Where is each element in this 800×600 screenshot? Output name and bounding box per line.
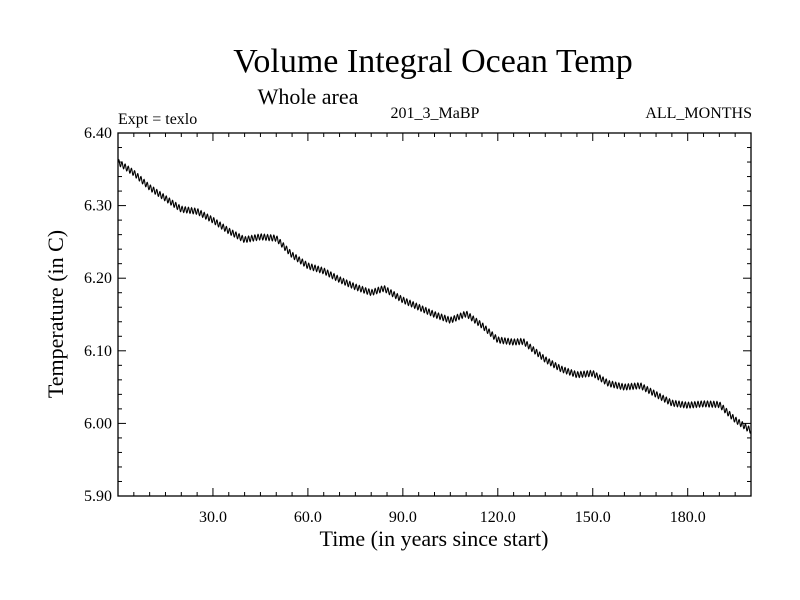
y-tick-labels: 5.90 6.00 6.10 6.20 6.30 6.40 (84, 125, 112, 505)
x-tick-label: 30.0 (199, 509, 227, 526)
experiment-label: Expt = texlo (118, 111, 197, 128)
chart-title: Volume Integral Ocean Temp (233, 43, 633, 80)
x-tick-label: 90.0 (389, 509, 417, 526)
y-axis-label: Temperature (in C) (43, 230, 68, 398)
months-label: ALL_MONTHS (645, 105, 752, 122)
x-tick-label: 150.0 (575, 509, 611, 526)
y-tick-label: 6.10 (84, 343, 112, 360)
series-line (117, 158, 752, 434)
y-tick-label: 5.90 (84, 488, 112, 505)
y-tick-label: 6.20 (84, 270, 112, 287)
run-label: 201_3_MaBP (391, 105, 480, 122)
x-tick-label: 120.0 (480, 509, 516, 526)
axis-ticks (118, 133, 751, 496)
y-tick-label: 6.30 (84, 198, 112, 215)
x-tick-label: 60.0 (294, 509, 322, 526)
y-tick-label: 6.40 (84, 125, 112, 142)
chart-subtitle: Whole area (258, 84, 359, 109)
x-tick-labels: 30.0 60.0 90.0 120.0 150.0 180.0 (199, 509, 706, 526)
series-layer (117, 158, 752, 434)
plot-frame (117, 132, 752, 497)
x-tick-label: 180.0 (670, 509, 706, 526)
x-axis-label: Time (in years since start) (320, 526, 549, 551)
y-tick-label: 6.00 (84, 415, 112, 432)
